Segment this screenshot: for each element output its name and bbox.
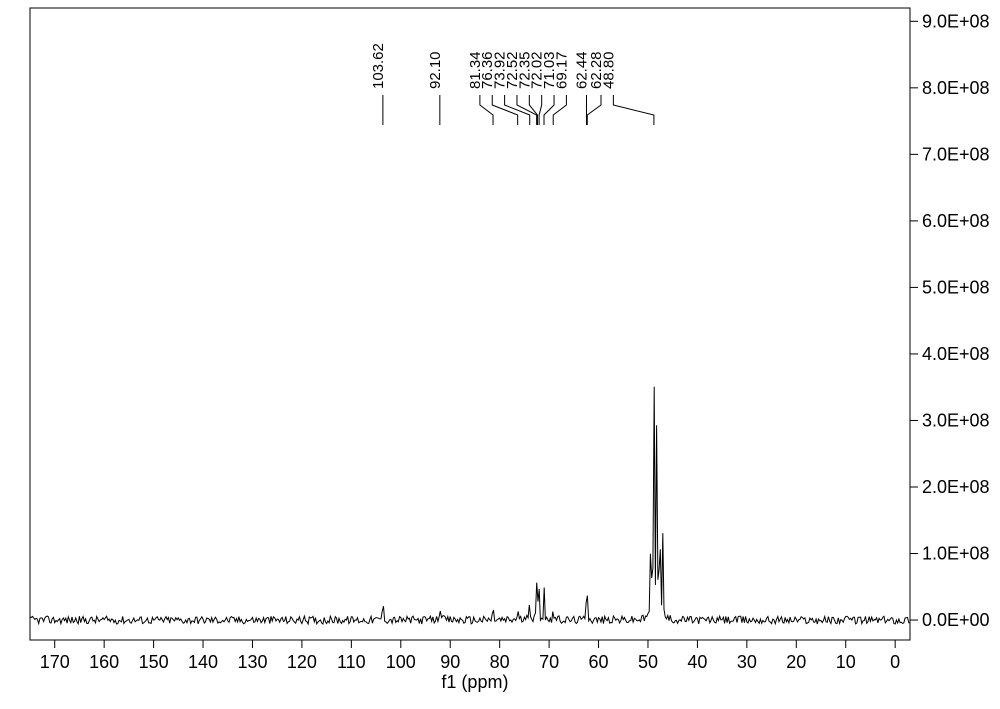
svg-text:90: 90 (440, 652, 460, 672)
svg-text:70: 70 (539, 652, 559, 672)
svg-text:2.0E+08: 2.0E+08 (922, 477, 990, 497)
svg-text:5.0E+08: 5.0E+08 (922, 277, 990, 297)
svg-text:80: 80 (490, 652, 510, 672)
svg-text:30: 30 (737, 652, 757, 672)
nmr-chart: 1701601501401301201101009080706050403020… (0, 0, 1000, 709)
svg-text:1.0E+08: 1.0E+08 (922, 544, 990, 564)
svg-text:140: 140 (188, 652, 218, 672)
svg-text:69.17: 69.17 (553, 51, 570, 89)
svg-text:150: 150 (139, 652, 169, 672)
svg-text:7.0E+08: 7.0E+08 (922, 144, 990, 164)
svg-text:6.0E+08: 6.0E+08 (922, 211, 990, 231)
svg-text:40: 40 (687, 652, 707, 672)
svg-text:20: 20 (786, 652, 806, 672)
svg-text:160: 160 (89, 652, 119, 672)
svg-text:4.0E+08: 4.0E+08 (922, 344, 990, 364)
svg-text:60: 60 (589, 652, 609, 672)
svg-text:110: 110 (337, 652, 366, 672)
svg-text:103.62: 103.62 (370, 43, 387, 89)
svg-text:10: 10 (836, 652, 856, 672)
svg-text:50: 50 (638, 652, 658, 672)
svg-text:120: 120 (287, 652, 317, 672)
svg-text:130: 130 (237, 652, 267, 672)
svg-text:3.0E+08: 3.0E+08 (922, 410, 990, 430)
nmr-svg: 1701601501401301201101009080706050403020… (0, 0, 1000, 709)
svg-text:8.0E+08: 8.0E+08 (922, 78, 990, 98)
svg-text:f1 (ppm): f1 (ppm) (441, 672, 508, 692)
svg-text:100: 100 (386, 652, 416, 672)
svg-text:0: 0 (890, 652, 900, 672)
svg-text:170: 170 (40, 652, 70, 672)
svg-text:92.10: 92.10 (427, 51, 444, 89)
svg-text:48.80: 48.80 (600, 51, 617, 89)
svg-text:0.0E+00: 0.0E+00 (922, 610, 990, 630)
svg-text:9.0E+08: 9.0E+08 (922, 11, 990, 31)
